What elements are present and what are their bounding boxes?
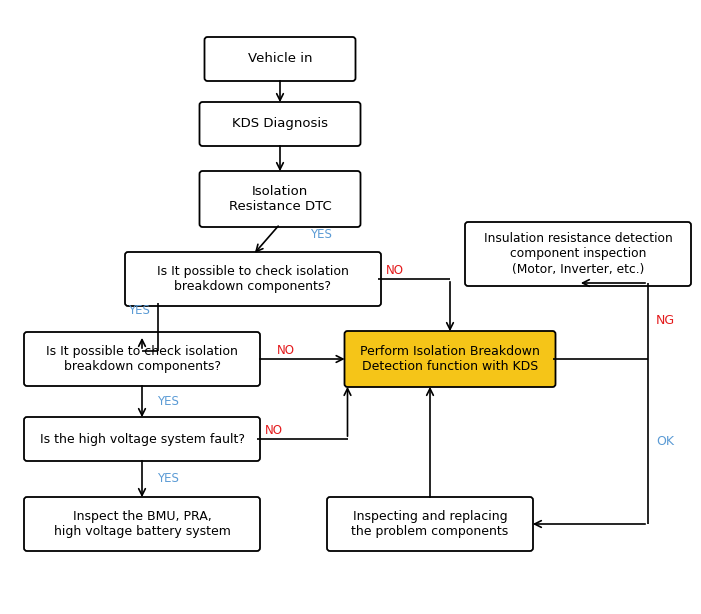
FancyBboxPatch shape xyxy=(24,417,260,461)
FancyBboxPatch shape xyxy=(327,497,533,551)
FancyBboxPatch shape xyxy=(205,37,355,81)
Text: YES: YES xyxy=(157,395,179,408)
FancyBboxPatch shape xyxy=(24,497,260,551)
Text: YES: YES xyxy=(128,305,150,317)
Text: Is the high voltage system fault?: Is the high voltage system fault? xyxy=(39,432,245,446)
Text: NO: NO xyxy=(265,424,283,438)
Text: NO: NO xyxy=(277,344,295,357)
Text: YES: YES xyxy=(310,228,332,241)
Text: Perform Isolation Breakdown
Detection function with KDS: Perform Isolation Breakdown Detection fu… xyxy=(360,345,540,373)
Text: Insulation resistance detection
component inspection
(Motor, Inverter, etc.): Insulation resistance detection componen… xyxy=(484,233,672,276)
Text: Inspecting and replacing
the problem components: Inspecting and replacing the problem com… xyxy=(351,510,509,538)
Text: OK: OK xyxy=(656,435,674,448)
Text: Isolation
Resistance DTC: Isolation Resistance DTC xyxy=(229,185,332,213)
Text: Is It possible to check isolation
breakdown components?: Is It possible to check isolation breakd… xyxy=(157,265,349,293)
FancyBboxPatch shape xyxy=(24,332,260,386)
FancyBboxPatch shape xyxy=(344,331,555,387)
Text: Vehicle in: Vehicle in xyxy=(247,53,312,66)
Text: NG: NG xyxy=(656,314,675,327)
Text: KDS Diagnosis: KDS Diagnosis xyxy=(232,117,328,131)
FancyBboxPatch shape xyxy=(200,171,360,227)
Text: NO: NO xyxy=(386,265,404,278)
FancyBboxPatch shape xyxy=(125,252,381,306)
Text: Inspect the BMU, PRA,
high voltage battery system: Inspect the BMU, PRA, high voltage batte… xyxy=(53,510,231,538)
Text: Is It possible to check isolation
breakdown components?: Is It possible to check isolation breakd… xyxy=(46,345,238,373)
Text: YES: YES xyxy=(157,473,179,486)
FancyBboxPatch shape xyxy=(465,222,691,286)
FancyBboxPatch shape xyxy=(200,102,360,146)
